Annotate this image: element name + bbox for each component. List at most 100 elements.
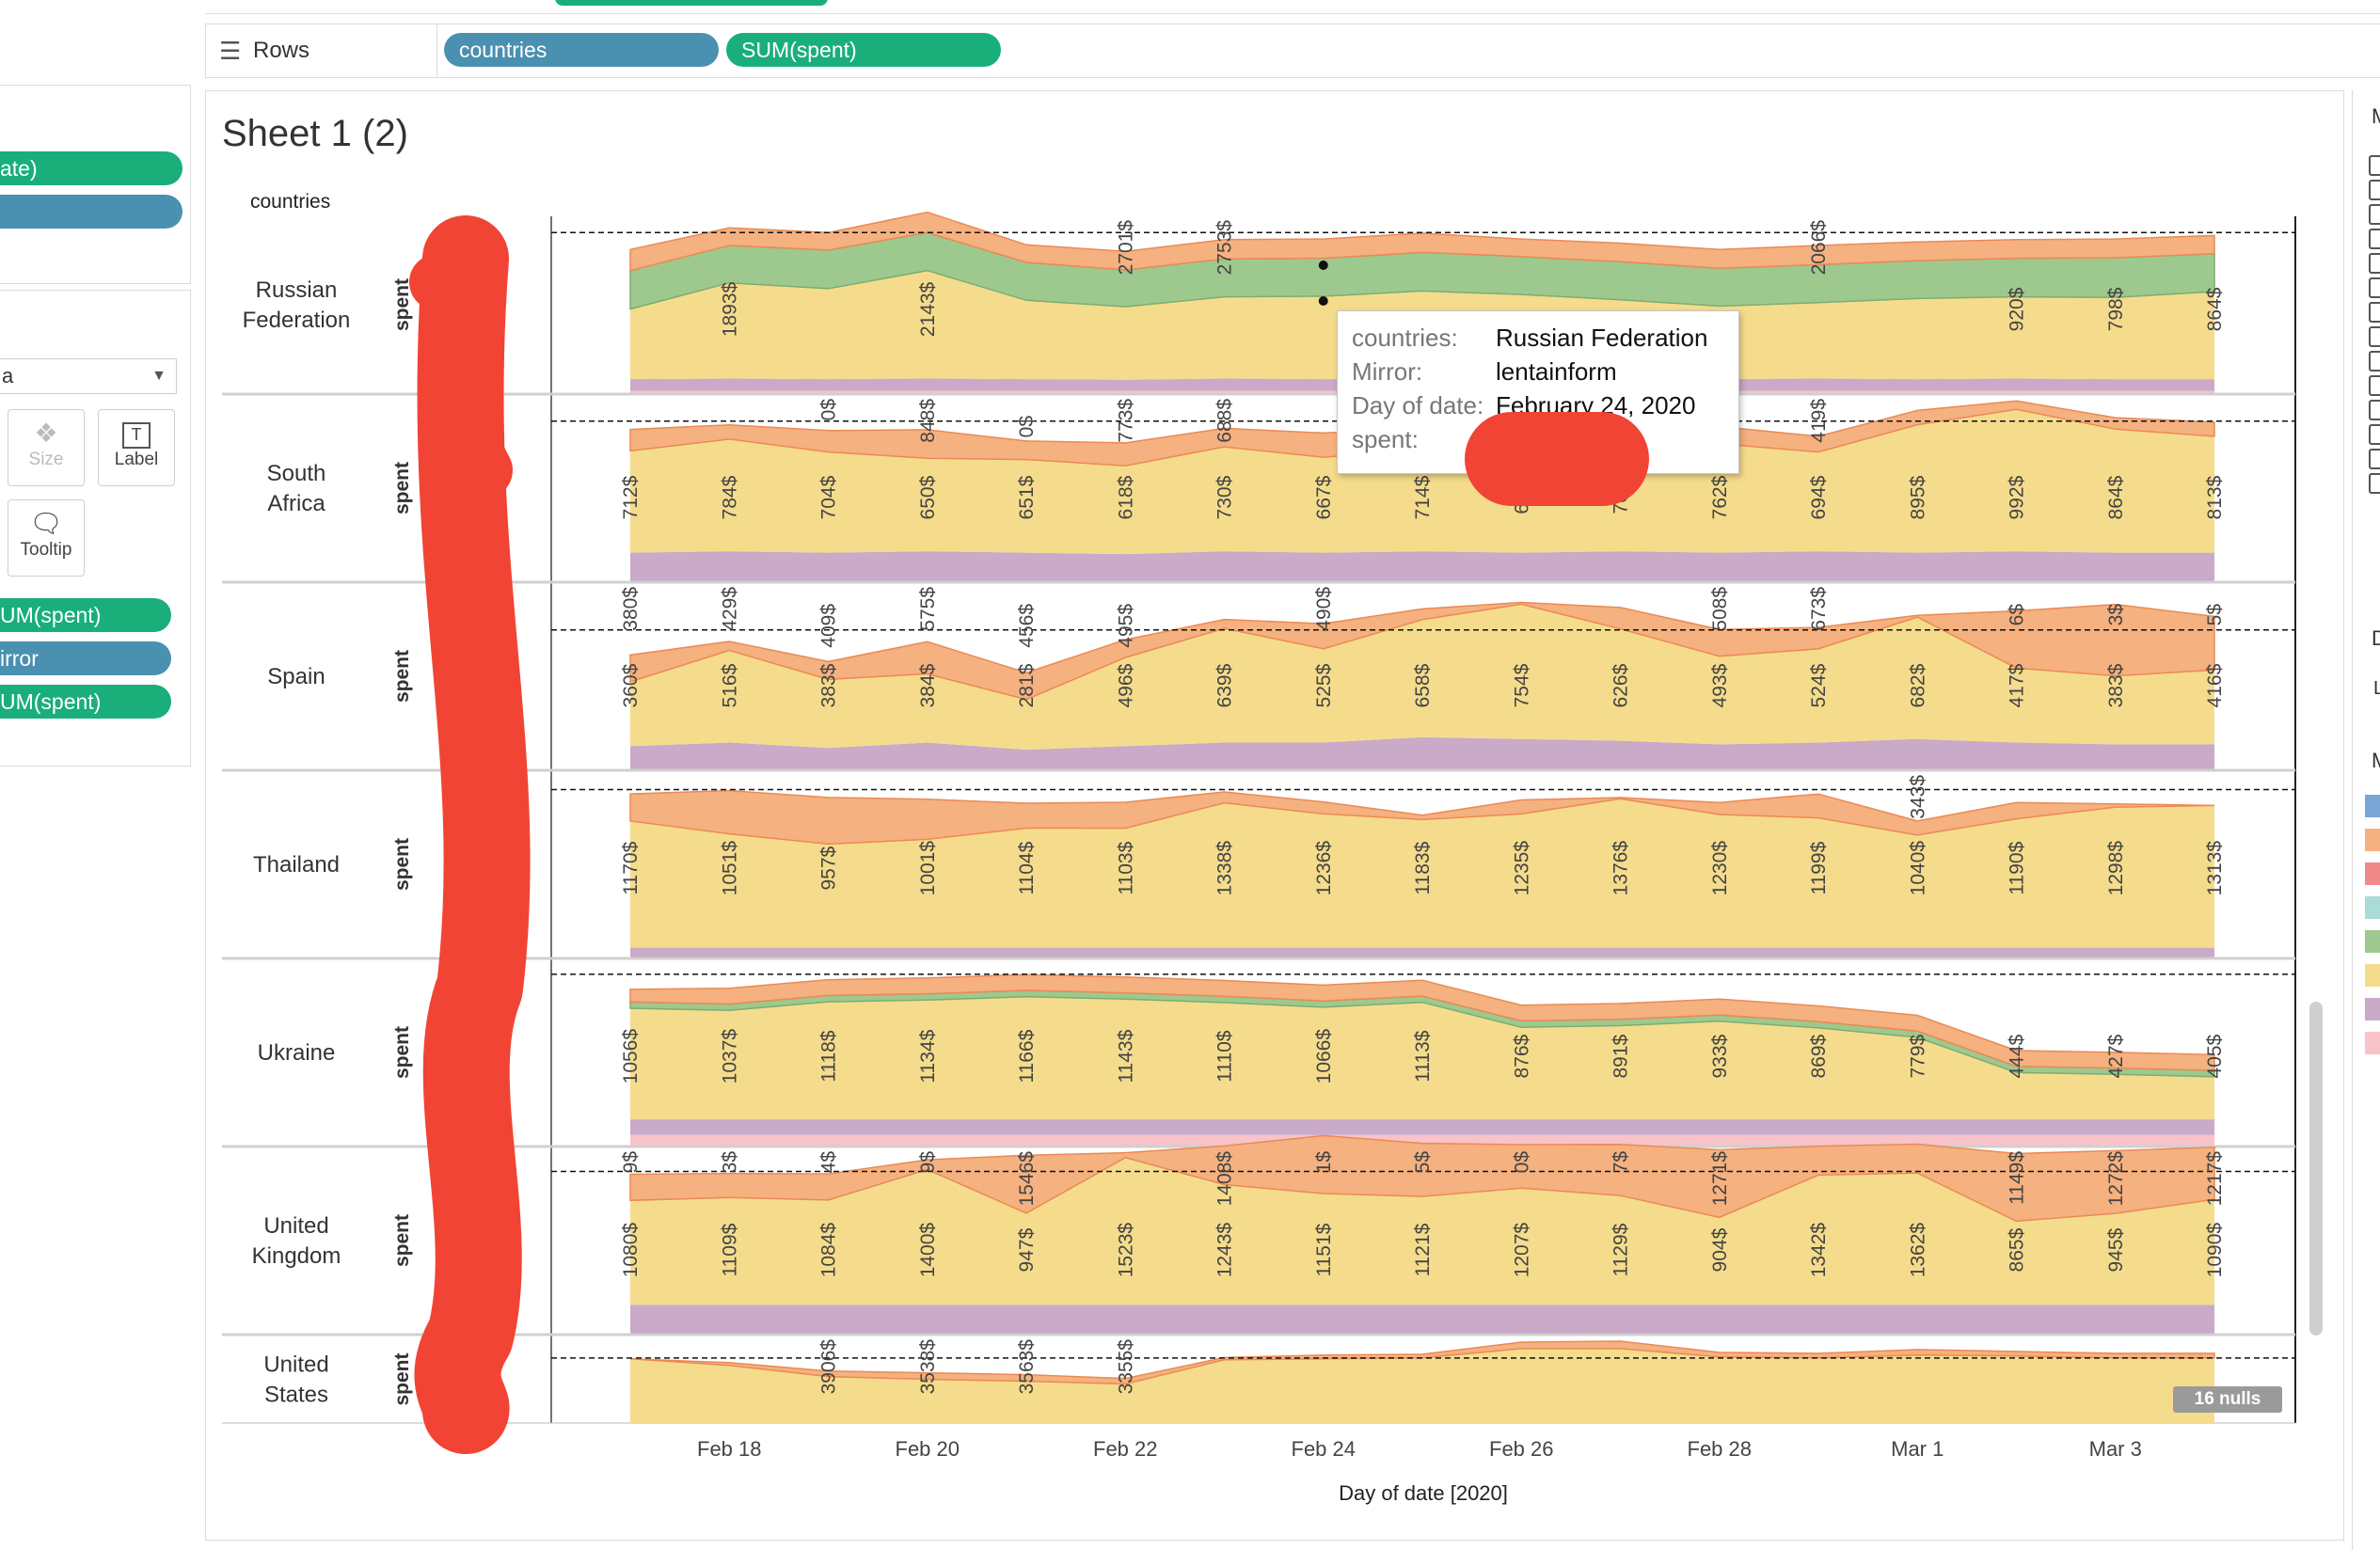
data-label-3-7: 1236$	[1313, 841, 1335, 896]
filter-checkbox[interactable]	[2369, 449, 2380, 469]
data-label-4-1: 1037$	[719, 1029, 740, 1084]
data-label-5-11: 1243$	[1214, 1223, 1236, 1278]
data-label-2-27: 416$	[2204, 663, 2226, 707]
data-label-1-1: 784$	[719, 475, 740, 519]
data-label-4-16: 405$	[2204, 1034, 2226, 1078]
data-label-6-0: 3906$	[818, 1339, 840, 1395]
legend-swatch[interactable]	[2365, 964, 2380, 987]
filter-checkbox[interactable]	[2369, 253, 2380, 274]
filter-checkbox[interactable]	[2369, 375, 2380, 396]
data-label-1-7: 0$	[1016, 416, 1038, 438]
data-label-1-12: 667$	[1313, 475, 1335, 519]
data-label-5-6: 1400$	[917, 1223, 939, 1278]
data-label-3-15: 1190$	[2007, 841, 2028, 894]
mark-pill-mirror[interactable]: irror	[0, 641, 171, 675]
area-pink-4	[630, 1134, 2214, 1146]
hover-point-2	[1318, 296, 1328, 306]
data-label-2-10: 496$	[1115, 663, 1136, 707]
mark-pill-sum-spent-1[interactable]: UM(spent)	[0, 598, 171, 632]
filter-checkbox[interactable]	[2369, 400, 2380, 420]
area-yellow-2	[630, 604, 2214, 751]
x-axis-label: Day of date [2020]	[1339, 1481, 1508, 1505]
data-label-3-16: 1298$	[2105, 841, 2127, 896]
data-label-4-7: 1066$	[1313, 1029, 1335, 1084]
data-label-2-14: 490$	[1313, 587, 1335, 631]
label-button[interactable]: T Label	[98, 409, 175, 486]
x-tick-label-6: Mar 1	[1891, 1437, 1944, 1461]
filter-checkbox[interactable]	[2369, 326, 2380, 347]
data-label-5-15: 1121$	[1412, 1223, 1434, 1276]
data-label-2-28: 5$	[2204, 604, 2226, 626]
data-label-5-19: 1129$	[1610, 1223, 1632, 1276]
mark-pill-sum-spent-2[interactable]: UM(spent)	[0, 685, 171, 719]
filter-pill-2[interactable]	[0, 195, 182, 229]
filter-checkbox[interactable]	[2369, 302, 2380, 323]
vertical-scrollbar[interactable]	[2309, 1002, 2323, 1336]
data-label-1-10: 730$	[1214, 475, 1236, 519]
mark-type-dropdown[interactable]: a ▼	[0, 358, 177, 394]
x-tick-label-7: Mar 3	[2089, 1437, 2142, 1461]
data-label-2-7: 575$	[917, 587, 939, 631]
data-label-5-4: 1084$	[818, 1223, 840, 1278]
area-yellow-5	[630, 1157, 2214, 1305]
filter-checkbox[interactable]	[2369, 277, 2380, 298]
data-label-0-1: 2143$	[917, 281, 939, 337]
data-label-5-5: 4$	[818, 1151, 840, 1174]
rows-shelf: ☰ Rows countries SUM(spent)	[205, 24, 2380, 78]
data-label-4-5: 1143$	[1115, 1029, 1136, 1083]
data-label-5-26: 1149$	[2007, 1151, 2028, 1205]
legend-swatch[interactable]	[2365, 829, 2380, 851]
data-label-4-8: 1113$	[1412, 1030, 1434, 1083]
data-label-3-9: 1235$	[1511, 841, 1532, 896]
filter-checkbox[interactable]	[2369, 229, 2380, 249]
area-orange-2	[629, 601, 2215, 701]
legend-swatch[interactable]	[2365, 930, 2380, 953]
size-button[interactable]: ❖ Size	[8, 409, 85, 486]
data-label-3-0: 1170$	[620, 841, 642, 894]
filter-checkbox[interactable]	[2369, 155, 2380, 176]
data-label-5-17: 1207$	[1511, 1223, 1532, 1278]
area-yellow-4	[630, 996, 2214, 1120]
legend-swatch[interactable]	[2365, 1032, 2380, 1054]
data-label-6-3: 3355$	[1115, 1339, 1136, 1395]
legend-swatch[interactable]	[2365, 795, 2380, 817]
filter-checkbox[interactable]	[2369, 351, 2380, 372]
area-purple-3	[630, 947, 2214, 957]
filter-checkbox[interactable]	[2369, 204, 2380, 225]
data-label-1-21: 864$	[2105, 475, 2127, 519]
filter-checkbox[interactable]	[2369, 473, 2380, 494]
data-label-2-18: 493$	[1709, 663, 1731, 707]
tooltip-button[interactable]: 🗨 Tooltip	[8, 499, 85, 577]
data-label-6-1: 3538$	[917, 1339, 939, 1395]
legend-swatch[interactable]	[2365, 998, 2380, 1020]
label-icon: T	[99, 418, 174, 450]
filter-pill-date[interactable]: ate)	[0, 151, 182, 185]
x-tick-label-0: Feb 18	[697, 1437, 762, 1461]
data-label-2-17: 626$	[1610, 663, 1632, 707]
rows-pill-countries[interactable]: countries	[444, 33, 719, 67]
data-label-5-3: 3$	[719, 1151, 740, 1174]
tooltip-row-spent: spent:	[1352, 425, 1419, 453]
area-yellow-3	[630, 799, 2214, 948]
data-label-5-28: 1272$	[2105, 1151, 2127, 1207]
nulls-badge[interactable]: 16 nulls	[2173, 1386, 2282, 1413]
data-label-5-2: 1109$	[719, 1223, 740, 1276]
data-label-4-12: 869$	[1808, 1034, 1830, 1078]
data-label-5-20: 7$	[1610, 1151, 1632, 1174]
filter-checkbox[interactable]	[2369, 180, 2380, 200]
rows-pill-sum-spent[interactable]: SUM(spent)	[726, 33, 1001, 67]
data-label-3-14: 343$	[1907, 775, 1928, 819]
legend-swatch[interactable]	[2365, 862, 2380, 885]
columns-pill[interactable]	[555, 0, 828, 6]
rows-shelf-label: ☰ Rows	[206, 24, 437, 77]
data-label-2-6: 384$	[917, 663, 939, 707]
filter-checkbox[interactable]	[2369, 424, 2380, 445]
row-header-6-1: States	[264, 1383, 328, 1408]
area-purple-1	[630, 551, 2214, 581]
legend-swatch[interactable]	[2365, 896, 2380, 919]
right-pane-letter-1: M	[2372, 104, 2380, 129]
data-label-3-5: 1103$	[1115, 841, 1136, 894]
hover-tooltip: countries: Russian Federation Mirror: lent…	[1337, 310, 1739, 474]
data-label-2-21: 673$	[1808, 587, 1830, 631]
